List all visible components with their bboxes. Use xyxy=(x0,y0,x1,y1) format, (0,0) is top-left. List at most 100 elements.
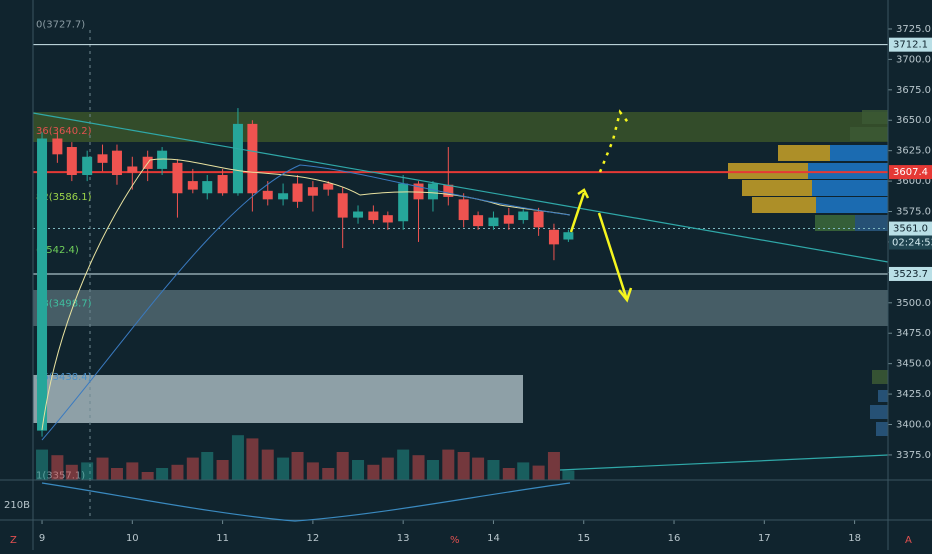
candle-body xyxy=(172,162,183,194)
x-tick-label: 18 xyxy=(848,533,861,544)
candle-body xyxy=(217,175,228,194)
volume-bar xyxy=(110,468,123,480)
candle-body xyxy=(262,190,273,200)
x-tick-label: 12 xyxy=(307,533,320,544)
y-tick-label: 3450.0 xyxy=(896,359,931,370)
volume-bar xyxy=(547,452,560,480)
zoom-button[interactable]: Z xyxy=(10,535,17,546)
candle-body xyxy=(52,138,63,155)
x-tick-label: 10 xyxy=(126,533,139,544)
volume-bar xyxy=(186,457,199,480)
y-tick-label: 3375.0 xyxy=(896,450,931,461)
candle-body xyxy=(458,199,469,221)
x-tick-label: 11 xyxy=(216,533,229,544)
volume-bar xyxy=(81,462,94,480)
x-tick-label: 13 xyxy=(397,533,410,544)
volume-bar xyxy=(277,457,290,480)
volume-bar xyxy=(457,452,470,480)
demand-box xyxy=(33,375,523,423)
vp-bar xyxy=(728,163,808,179)
candle-body xyxy=(533,211,544,228)
volume-bar xyxy=(231,435,244,480)
indicator-label: 210B xyxy=(4,500,30,511)
volume-bar xyxy=(487,460,500,480)
volume-bar xyxy=(156,468,169,480)
resistance-zone xyxy=(33,112,888,142)
price-badge xyxy=(889,165,932,180)
candle-body xyxy=(443,184,454,197)
trend-line xyxy=(559,454,889,471)
y-tick-label: 3575.0 xyxy=(896,207,931,218)
y-tick-label: 3725.0 xyxy=(896,24,931,35)
candle-body xyxy=(127,166,138,173)
vp-bar xyxy=(872,370,888,384)
y-tick-label: 3500.0 xyxy=(896,298,931,309)
price-badge xyxy=(889,266,932,281)
candle-body xyxy=(292,183,303,202)
candle-body xyxy=(382,215,393,223)
volume-bar xyxy=(246,438,259,480)
candle-body xyxy=(337,193,348,218)
volume-bar xyxy=(96,457,109,480)
y-tick-label: 3425.0 xyxy=(896,389,931,400)
vp-bar xyxy=(862,110,888,124)
arrow-up xyxy=(569,188,590,233)
candle-body xyxy=(563,232,574,240)
candle-body xyxy=(278,193,289,200)
x-tick-label: 15 xyxy=(577,533,590,544)
vp-bar xyxy=(855,215,888,231)
price-badge-label: 3607.4 xyxy=(893,167,928,178)
countdown-badge xyxy=(889,235,932,250)
candle-body xyxy=(413,183,424,200)
volume-bar xyxy=(65,464,78,480)
volume-bar xyxy=(306,462,319,480)
vp-bar xyxy=(752,197,816,213)
fib-label: (3542.4) xyxy=(36,245,79,256)
volume-bar xyxy=(517,462,530,480)
y-tick-label: 3675.0 xyxy=(896,85,931,96)
volume-bar xyxy=(381,457,394,480)
fib-label: 1(3357.1) xyxy=(36,471,85,482)
candle-body xyxy=(232,123,243,194)
volume-bar xyxy=(412,455,425,480)
vp-bar xyxy=(778,145,830,161)
volume-bar xyxy=(51,455,64,480)
candle-body xyxy=(202,181,213,194)
volume-bar xyxy=(126,462,139,480)
candle-body xyxy=(503,215,514,224)
countdown-label: 02:24:53 xyxy=(892,238,932,249)
candle-body xyxy=(97,154,108,163)
volume-bar xyxy=(201,452,214,480)
volume-bar xyxy=(322,468,335,480)
x-tick-label: 17 xyxy=(758,533,771,544)
y-tick-label: 3625.0 xyxy=(896,146,931,157)
candle-body xyxy=(398,183,409,222)
y-tick-label: 3650.0 xyxy=(896,115,931,126)
volume-bar xyxy=(36,449,49,480)
trend-line xyxy=(32,112,889,263)
moving-average xyxy=(41,158,571,431)
volume-bar xyxy=(367,464,380,480)
vp-bar xyxy=(812,180,888,196)
fib-label: 86(3438.4) xyxy=(36,372,92,383)
y-tick-label: 3400.0 xyxy=(896,420,931,431)
candle-body xyxy=(187,181,198,190)
price-badge-label: 3712.1 xyxy=(893,40,928,51)
auto-button[interactable]: A xyxy=(905,535,912,546)
indicator-line xyxy=(41,482,571,522)
volume-bar xyxy=(291,452,304,480)
candle-body xyxy=(368,211,379,221)
projection-arrows xyxy=(569,109,633,303)
fib-label: 0(3727.7) xyxy=(36,20,85,31)
volume-bar xyxy=(352,460,365,480)
arrow-down xyxy=(597,212,633,303)
candle-body xyxy=(157,150,168,169)
candle-body xyxy=(548,229,559,245)
vp-bar xyxy=(870,405,888,419)
x-tick-label: 16 xyxy=(668,533,681,544)
candle-body xyxy=(111,150,122,176)
volume-bar xyxy=(502,468,515,480)
log-button[interactable]: % xyxy=(450,535,460,546)
